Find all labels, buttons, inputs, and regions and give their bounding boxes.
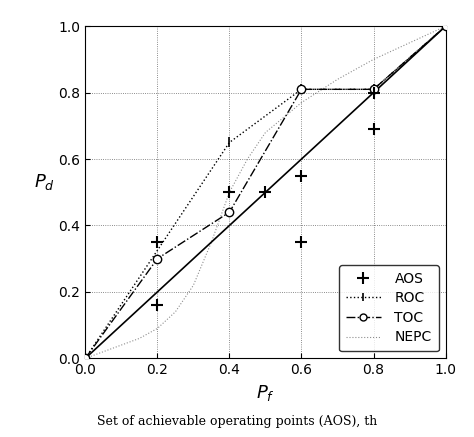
Legend: AOS, ROC, TOC, NEPC: AOS, ROC, TOC, NEPC [339, 265, 438, 351]
Y-axis label: $P_d$: $P_d$ [34, 172, 55, 192]
Text: Set of achievable operating points (AOS), th: Set of achievable operating points (AOS)… [97, 415, 377, 428]
X-axis label: $P_f$: $P_f$ [256, 383, 275, 403]
